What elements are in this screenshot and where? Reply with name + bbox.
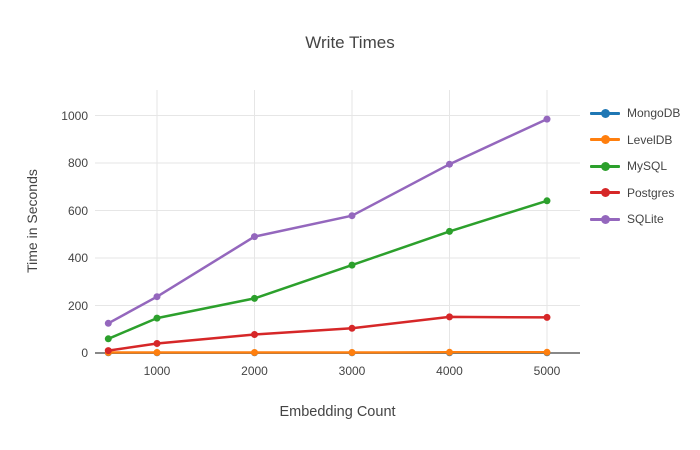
legend-label: LevelDB xyxy=(627,132,673,147)
chart-title: Write Times xyxy=(305,33,395,52)
legend-line-dot-icon xyxy=(590,130,620,150)
series-marker-sqlite xyxy=(543,115,551,123)
legend-line-dot-icon xyxy=(590,183,620,203)
series-marker-postgres xyxy=(543,313,551,321)
y-tick-label: 400 xyxy=(67,251,88,265)
series-marker-leveldb xyxy=(251,349,258,356)
legend-label: Postgres xyxy=(627,185,675,200)
legend-line-dot-icon xyxy=(590,209,620,229)
x-tick-label: 1000 xyxy=(143,364,171,378)
series-marker-postgres xyxy=(446,313,453,321)
x-tick-label: 3000 xyxy=(338,364,366,378)
y-tick-label: 200 xyxy=(67,298,88,313)
series-marker-sqlite xyxy=(251,233,258,241)
y-tick-label: 0 xyxy=(81,346,88,360)
series-marker-leveldb xyxy=(446,348,453,356)
legend-label: MongoDB xyxy=(627,106,681,120)
y-tick-label: 800 xyxy=(67,156,88,170)
series-marker-sqlite xyxy=(153,293,161,301)
series-line-mysql xyxy=(107,199,548,340)
series-line-postgres xyxy=(108,315,548,352)
legend-item-postgres[interactable]: Postgres xyxy=(590,183,674,203)
series-marker-mysql xyxy=(348,261,356,269)
series-marker-postgres xyxy=(104,347,112,355)
legend-item-mongodb[interactable]: MongoDB xyxy=(590,103,680,123)
legend-line-dot-icon xyxy=(590,156,620,176)
legend-item-sqlite[interactable]: SQLite xyxy=(590,209,664,229)
series-marker-leveldb xyxy=(543,348,551,356)
legend-label: MySQL xyxy=(627,159,668,174)
y-tick-label: 600 xyxy=(67,203,88,218)
series-marker-mysql xyxy=(104,335,112,343)
series-marker-postgres xyxy=(251,331,258,338)
series-marker-postgres xyxy=(348,324,356,332)
series-marker-postgres xyxy=(153,340,161,347)
y-tick-label: 1000 xyxy=(61,108,88,123)
x-axis-title: Embedding Count xyxy=(279,404,396,420)
series-marker-sqlite xyxy=(104,319,112,327)
x-tick-label: 4000 xyxy=(436,364,463,378)
legend-label: SQLite xyxy=(627,212,664,227)
x-tick-label: 5000 xyxy=(533,364,561,378)
series-marker-mysql xyxy=(251,294,258,302)
series-line-sqlite xyxy=(107,117,548,325)
legend-item-mysql[interactable]: MySQL xyxy=(590,156,667,176)
series-marker-leveldb xyxy=(153,349,161,356)
x-tick-label: 2000 xyxy=(241,364,268,378)
series-marker-sqlite xyxy=(446,160,453,168)
series-marker-mysql xyxy=(153,314,161,322)
series-marker-mysql xyxy=(446,227,453,235)
legend-item-leveldb[interactable]: LevelDB xyxy=(590,130,672,150)
series-marker-leveldb xyxy=(348,349,356,356)
legend-line-dot-icon xyxy=(590,103,620,123)
series-marker-mysql xyxy=(543,197,551,205)
series-marker-sqlite xyxy=(348,212,356,220)
